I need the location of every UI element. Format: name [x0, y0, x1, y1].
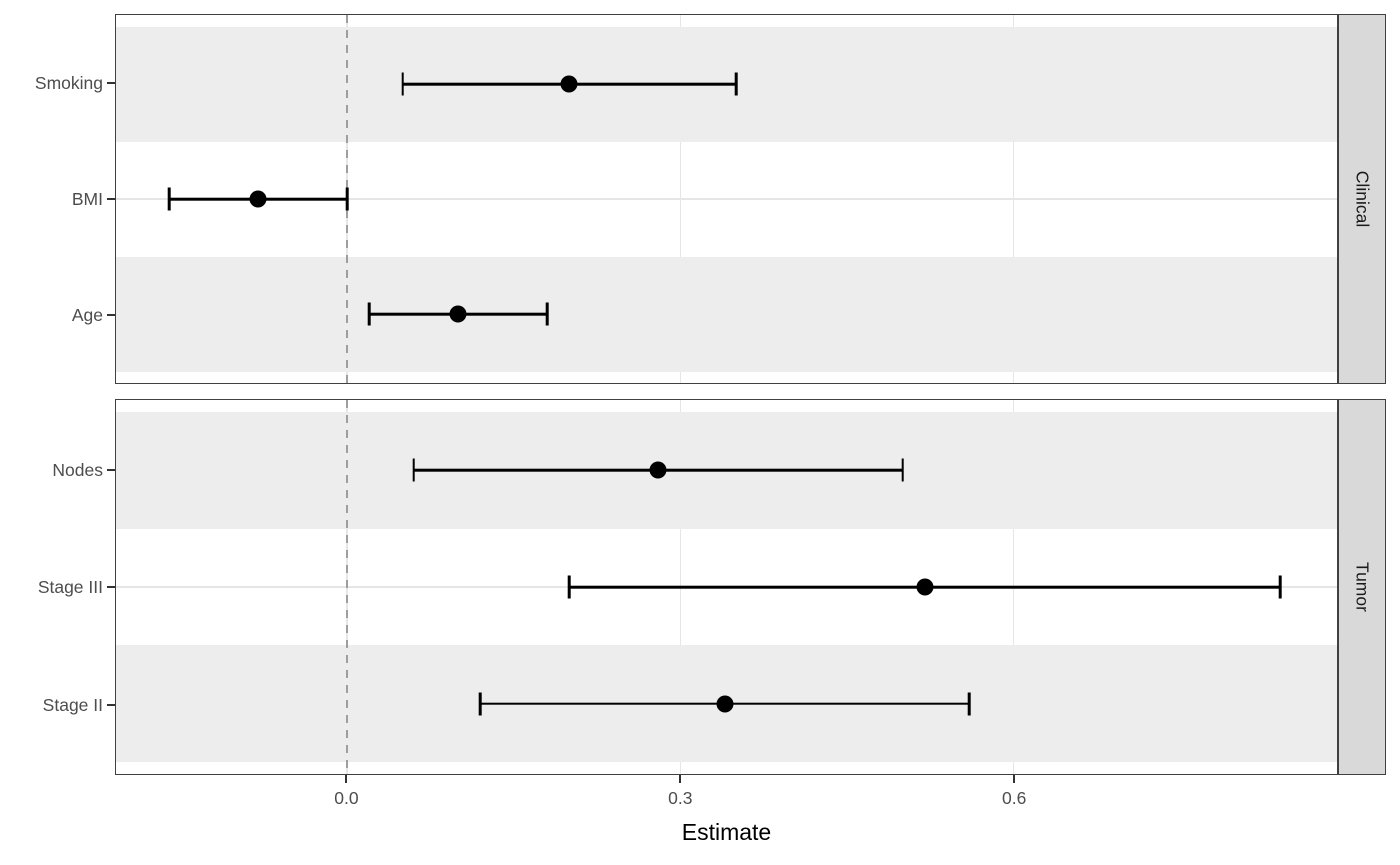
ci-cap-high [967, 692, 971, 716]
x-axis-title: Estimate [681, 819, 772, 845]
y-axis-tick [107, 82, 115, 85]
y-axis-tick [107, 586, 115, 588]
ci-cap-low [368, 302, 371, 326]
x-axis-tick-label: 0.0 [334, 788, 359, 808]
ci-cap-high [345, 187, 349, 211]
point-estimate-smoking [560, 75, 578, 93]
point-estimate-bmi [249, 190, 267, 208]
x-axis-tick [345, 775, 348, 783]
facet-strip-label: Clinical [1352, 170, 1373, 228]
x-axis-tick-label: 0.6 [1001, 788, 1027, 808]
x-axis-tick [679, 775, 682, 783]
grid-line-horizontal [116, 198, 1337, 200]
facet-panel-clinical [115, 14, 1338, 384]
ci-cap-low [567, 575, 571, 599]
reference-line [346, 400, 349, 774]
ci-cap-low [401, 72, 404, 96]
point-estimate-stage-ii [716, 695, 734, 713]
y-axis-label-stage-iii: Stage III [37, 577, 103, 597]
y-axis-tick [107, 703, 115, 706]
y-axis-label-stage-ii: Stage II [42, 694, 103, 715]
ci-cap-high [901, 458, 904, 482]
point-estimate-nodes [649, 461, 667, 479]
point-estimate-age [449, 305, 467, 323]
y-axis-label-smoking: Smoking [34, 73, 103, 94]
facet-strip-clinical: Clinical [1338, 14, 1386, 384]
ci-cap-low [168, 187, 171, 211]
ci-cap-low [412, 458, 416, 482]
facet-strip-label: Tumor [1352, 562, 1373, 612]
ci-cap-low [479, 692, 482, 716]
x-axis-tick [1013, 775, 1016, 783]
ci-cap-high [734, 72, 738, 96]
y-axis-tick [107, 198, 115, 200]
y-axis-label-age: Age [71, 304, 103, 325]
y-axis-label-bmi: BMI [71, 189, 103, 209]
y-axis-label-nodes: Nodes [52, 459, 103, 480]
facet-panel-tumor [115, 399, 1338, 775]
point-estimate-stage-iii [916, 578, 934, 596]
ci-cap-high [1279, 575, 1282, 599]
facet-strip-tumor: Tumor [1338, 399, 1386, 775]
stripe-band [116, 256, 1337, 372]
ci-cap-high [545, 302, 549, 326]
x-axis-tick-label: 0.3 [668, 788, 693, 808]
y-axis-tick [107, 468, 115, 471]
y-axis-tick [107, 313, 115, 316]
